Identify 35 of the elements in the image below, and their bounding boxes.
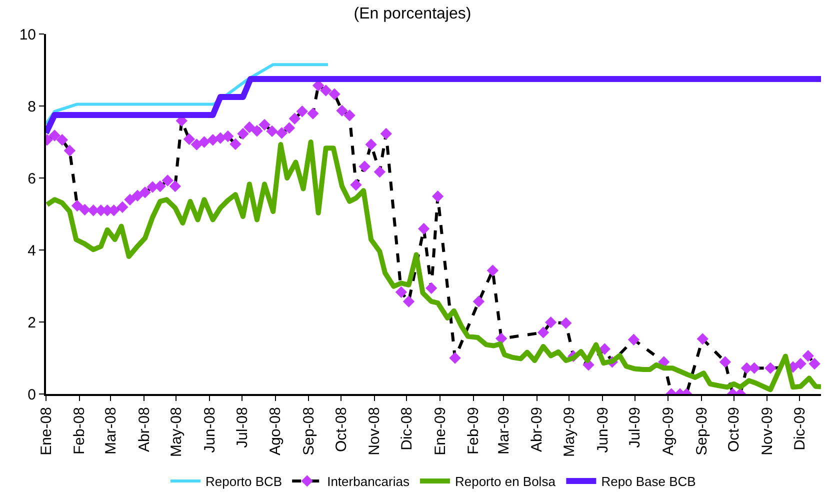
y-tick-label: 8 xyxy=(28,98,36,116)
x-tick-label: Mar-08 xyxy=(102,407,120,455)
x-tick-label: May-08 xyxy=(168,407,186,458)
x-tick-label: Oct-08 xyxy=(332,407,350,452)
x-tick-label: Mar-09 xyxy=(495,407,512,455)
x-tick-label: Dic-08 xyxy=(398,407,416,450)
y-tick-label: 4 xyxy=(28,242,36,260)
x-tick-label: Jun-09 xyxy=(594,407,612,453)
y-tick-label: 6 xyxy=(28,170,36,188)
legend-label: Interbancarias xyxy=(327,474,410,490)
chart-title: (En porcentajes) xyxy=(354,6,472,23)
x-tick-label: Ene-08 xyxy=(38,407,55,456)
legend-label: Reporto BCB xyxy=(206,474,282,490)
y-tick-label: 2 xyxy=(28,314,36,332)
x-tick-label: Dic-09 xyxy=(791,407,808,450)
x-tick-label: Jul-09 xyxy=(626,407,644,448)
x-tick-label: May-09 xyxy=(561,407,578,458)
x-tick-label: Ene-09 xyxy=(432,407,449,456)
x-tick-label: Nov-09 xyxy=(759,407,776,456)
y-tick-label: 0 xyxy=(28,386,36,404)
y-tick-label: 10 xyxy=(19,26,36,44)
x-tick-label: Abr-08 xyxy=(136,407,153,452)
x-tick-label: Feb-08 xyxy=(71,407,88,455)
x-tick-label: Feb-09 xyxy=(465,407,482,455)
legend-label: Repo Base BCB xyxy=(601,474,696,490)
x-tick-label: Nov-08 xyxy=(366,407,384,456)
x-tick-label: Sep-09 xyxy=(693,407,710,456)
x-tick-label: Ago-08 xyxy=(267,407,284,456)
x-tick-label: Jul-08 xyxy=(234,407,251,448)
legend-label: Reporto en Bolsa xyxy=(454,474,556,490)
x-tick-label: Jun-08 xyxy=(201,407,218,453)
x-tick-label: Sep-08 xyxy=(300,407,318,456)
x-tick-label: Abr-09 xyxy=(528,407,546,452)
x-tick-label: Ago-09 xyxy=(660,407,678,456)
x-tick-label: Oct-09 xyxy=(726,407,743,452)
